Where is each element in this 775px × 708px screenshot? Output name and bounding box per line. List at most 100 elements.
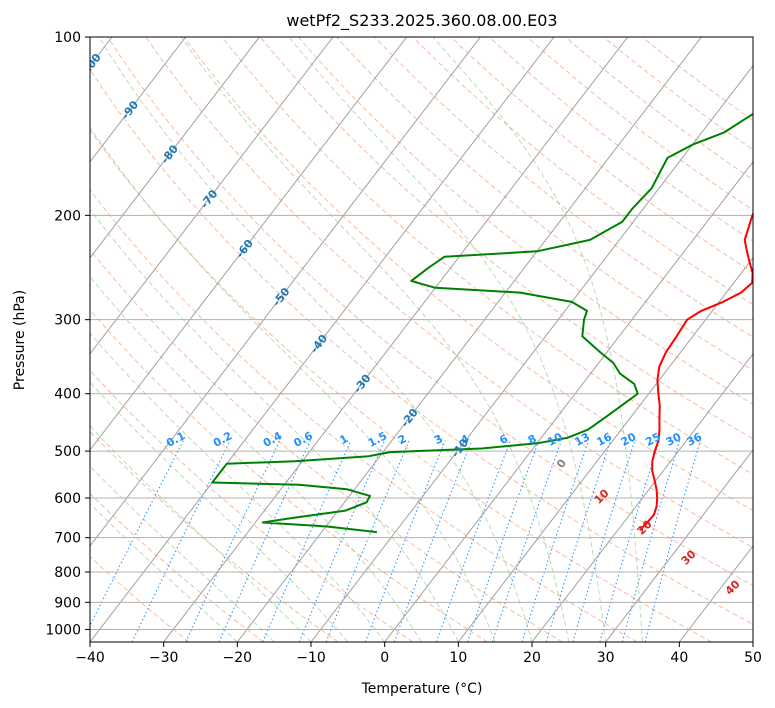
x-tick-label: 40 [670, 650, 688, 666]
x-tick-label: −40 [75, 650, 105, 666]
dry-adiabat-line [641, 37, 753, 121]
isotherm-label: -60 [233, 237, 256, 261]
moist-adiabat-line [98, 37, 533, 642]
dry-adiabat-line [412, 37, 753, 306]
mixing-ratio-label: 0.6 [292, 429, 316, 450]
isotherm-line [310, 64, 753, 642]
mixing-ratio-label: 30 [664, 430, 684, 449]
y-axis-ticks: 1000 900 800 700 600 500 400 300 200 100 [45, 30, 90, 638]
dry-adiabat-line [450, 37, 753, 274]
y-tick-label: 500 [54, 444, 81, 460]
mixing-ratio-line [364, 440, 446, 642]
mixing-ratio-line [218, 440, 311, 642]
x-axis-label: Temperature (°C) [361, 681, 483, 697]
y-tick-label: 300 [54, 313, 81, 329]
mixing-ratio-label: 36 [685, 430, 705, 449]
moist-adiabat-line [90, 208, 459, 642]
mixing-ratio-label: 13 [572, 430, 592, 449]
dry-adiabat-line [259, 37, 753, 440]
dry-adiabat-line [90, 68, 753, 625]
dry-adiabat-line [221, 37, 753, 475]
moist-adiabat-line [90, 381, 349, 642]
moist-adiabat-line [432, 37, 643, 642]
mixing-ratio-line [599, 440, 660, 642]
plot-frame [89, 36, 754, 643]
x-tick-label: −20 [223, 650, 253, 666]
isotherm-line [752, 641, 753, 642]
isotherm-label: -40 [308, 332, 331, 356]
y-tick-label: 400 [54, 387, 81, 403]
moist-adiabat-line [90, 425, 312, 642]
x-tick-label: 20 [523, 650, 541, 666]
x-axis-ticks: −40 −30 −20 −10 0 10 20 30 40 50 [75, 642, 762, 666]
mixing-ratio-label: 0.4 [261, 429, 285, 450]
temperature-line [639, 211, 753, 531]
moist-adiabat-line [90, 332, 386, 642]
isotherm-line [90, 37, 187, 163]
mixing-ratio-line [185, 440, 281, 642]
moist-adiabat-label: 0 [554, 457, 569, 471]
mixing-ratio-label: 0.2 [211, 429, 234, 450]
dry-adiabat-line [527, 37, 753, 211]
dry-adiabat-line [90, 492, 264, 642]
isotherm-line [605, 449, 753, 642]
dry-adiabat-line [145, 37, 753, 549]
isotherm-label: -20 [398, 406, 421, 430]
y-tick-label: 200 [54, 208, 81, 224]
y-tick-label: 700 [54, 531, 81, 547]
dry-adiabat-label: 20 [635, 517, 655, 537]
isotherm-line [678, 545, 753, 642]
mixing-ratio-line [572, 440, 636, 642]
dry-adiabat-line [298, 37, 753, 405]
mixing-ratio-line [521, 440, 590, 642]
isotherm-line [90, 37, 555, 642]
isotherm-line [384, 160, 753, 642]
x-tick-label: −30 [149, 650, 179, 666]
dry-adiabat-line [374, 37, 753, 338]
background-lines [90, 37, 753, 642]
mixing-ratio-label: 10 [545, 430, 565, 449]
mixing-ratio-label: 20 [619, 430, 639, 449]
dry-adiabat-label: 30 [679, 547, 699, 567]
mixing-ratio-label: 25 [643, 430, 663, 449]
x-tick-label: 30 [597, 650, 615, 666]
isotherm-line [236, 37, 702, 642]
isotherm-line [531, 353, 753, 642]
moist-adiabat-line [90, 502, 238, 642]
dry-adiabat-label: 40 [723, 577, 743, 597]
x-tick-label: −10 [296, 650, 326, 666]
y-tick-label: 600 [54, 491, 81, 507]
mixing-ratio-line [90, 440, 184, 627]
isotherm-line [90, 37, 481, 547]
moist-adiabat-line [288, 37, 607, 642]
mixing-ratio-line [262, 440, 352, 642]
x-tick-label: 10 [449, 650, 467, 666]
dry-adiabat-line [488, 37, 753, 242]
moist-adiabat-line [90, 126, 496, 642]
dry-adiabat-line [90, 189, 638, 642]
x-tick-label: 50 [744, 650, 762, 666]
y-tick-label: 1000 [45, 622, 81, 638]
isotherm-line [457, 256, 753, 642]
isotherm-label: -70 [198, 187, 221, 211]
y-tick-label: 900 [54, 595, 81, 611]
dry-adiabat-line [336, 37, 753, 372]
moist-adiabat-line [180, 37, 570, 642]
mixing-ratio-line [491, 440, 562, 642]
dewpoint-line [211, 112, 753, 534]
dry-adiabat-line [90, 369, 414, 642]
mixing-ratio-line [131, 440, 231, 642]
mixing-ratio-line [545, 440, 612, 642]
y-axis-label: Pressure (hPa) [12, 290, 28, 390]
y-tick-label: 100 [54, 30, 81, 46]
x-tick-label: 0 [380, 650, 389, 666]
mixing-ratio-label: 1 [337, 432, 350, 447]
mixing-ratio-label: 16 [594, 430, 614, 449]
chart-title: wetPf2_S233.2025.360.08.00.E03 [286, 11, 557, 31]
isotherm-label: -30 [351, 371, 374, 395]
isotherm-label: -80 [158, 142, 181, 166]
profile-series [211, 112, 753, 534]
dry-adiabat-line [603, 37, 753, 151]
dry-adiabat-line [90, 129, 712, 642]
